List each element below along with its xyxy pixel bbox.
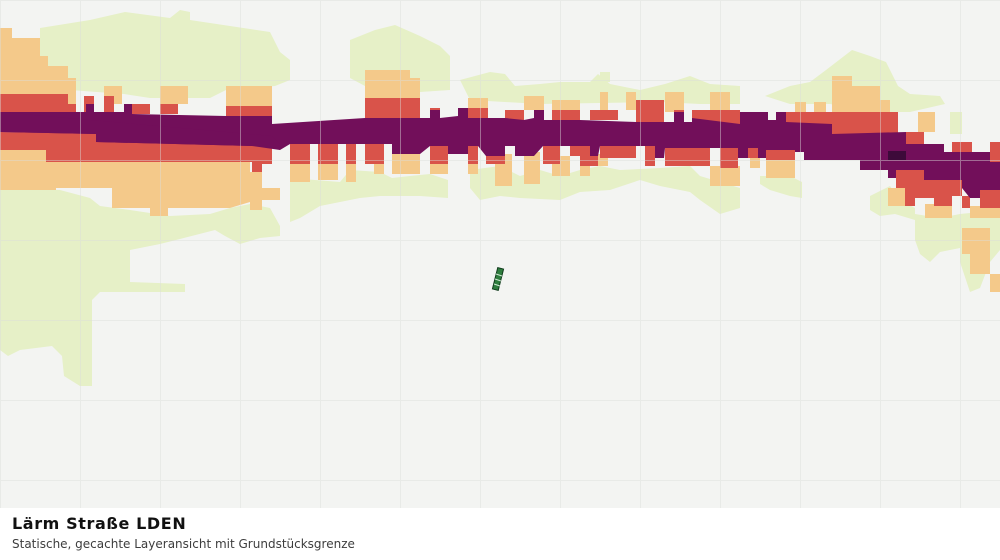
noise-map-canvas — [0, 0, 1000, 508]
noise-class-2-layer — [0, 28, 1000, 292]
map-grid — [0, 0, 1000, 508]
map-caption: Lärm Straße LDEN Statische, gecachte Lay… — [0, 508, 1000, 560]
noise-class-5-layer — [888, 151, 906, 160]
map-title: Lärm Straße LDEN — [12, 514, 187, 533]
parcel-boundary-icon[interactable] — [491, 266, 505, 292]
noise-map[interactable] — [0, 0, 1000, 508]
map-subtitle: Statische, gecachte Layeransicht mit Gru… — [12, 537, 355, 551]
noise-class-4-layer — [0, 104, 1000, 198]
noise-class-1-layer — [0, 10, 1000, 386]
